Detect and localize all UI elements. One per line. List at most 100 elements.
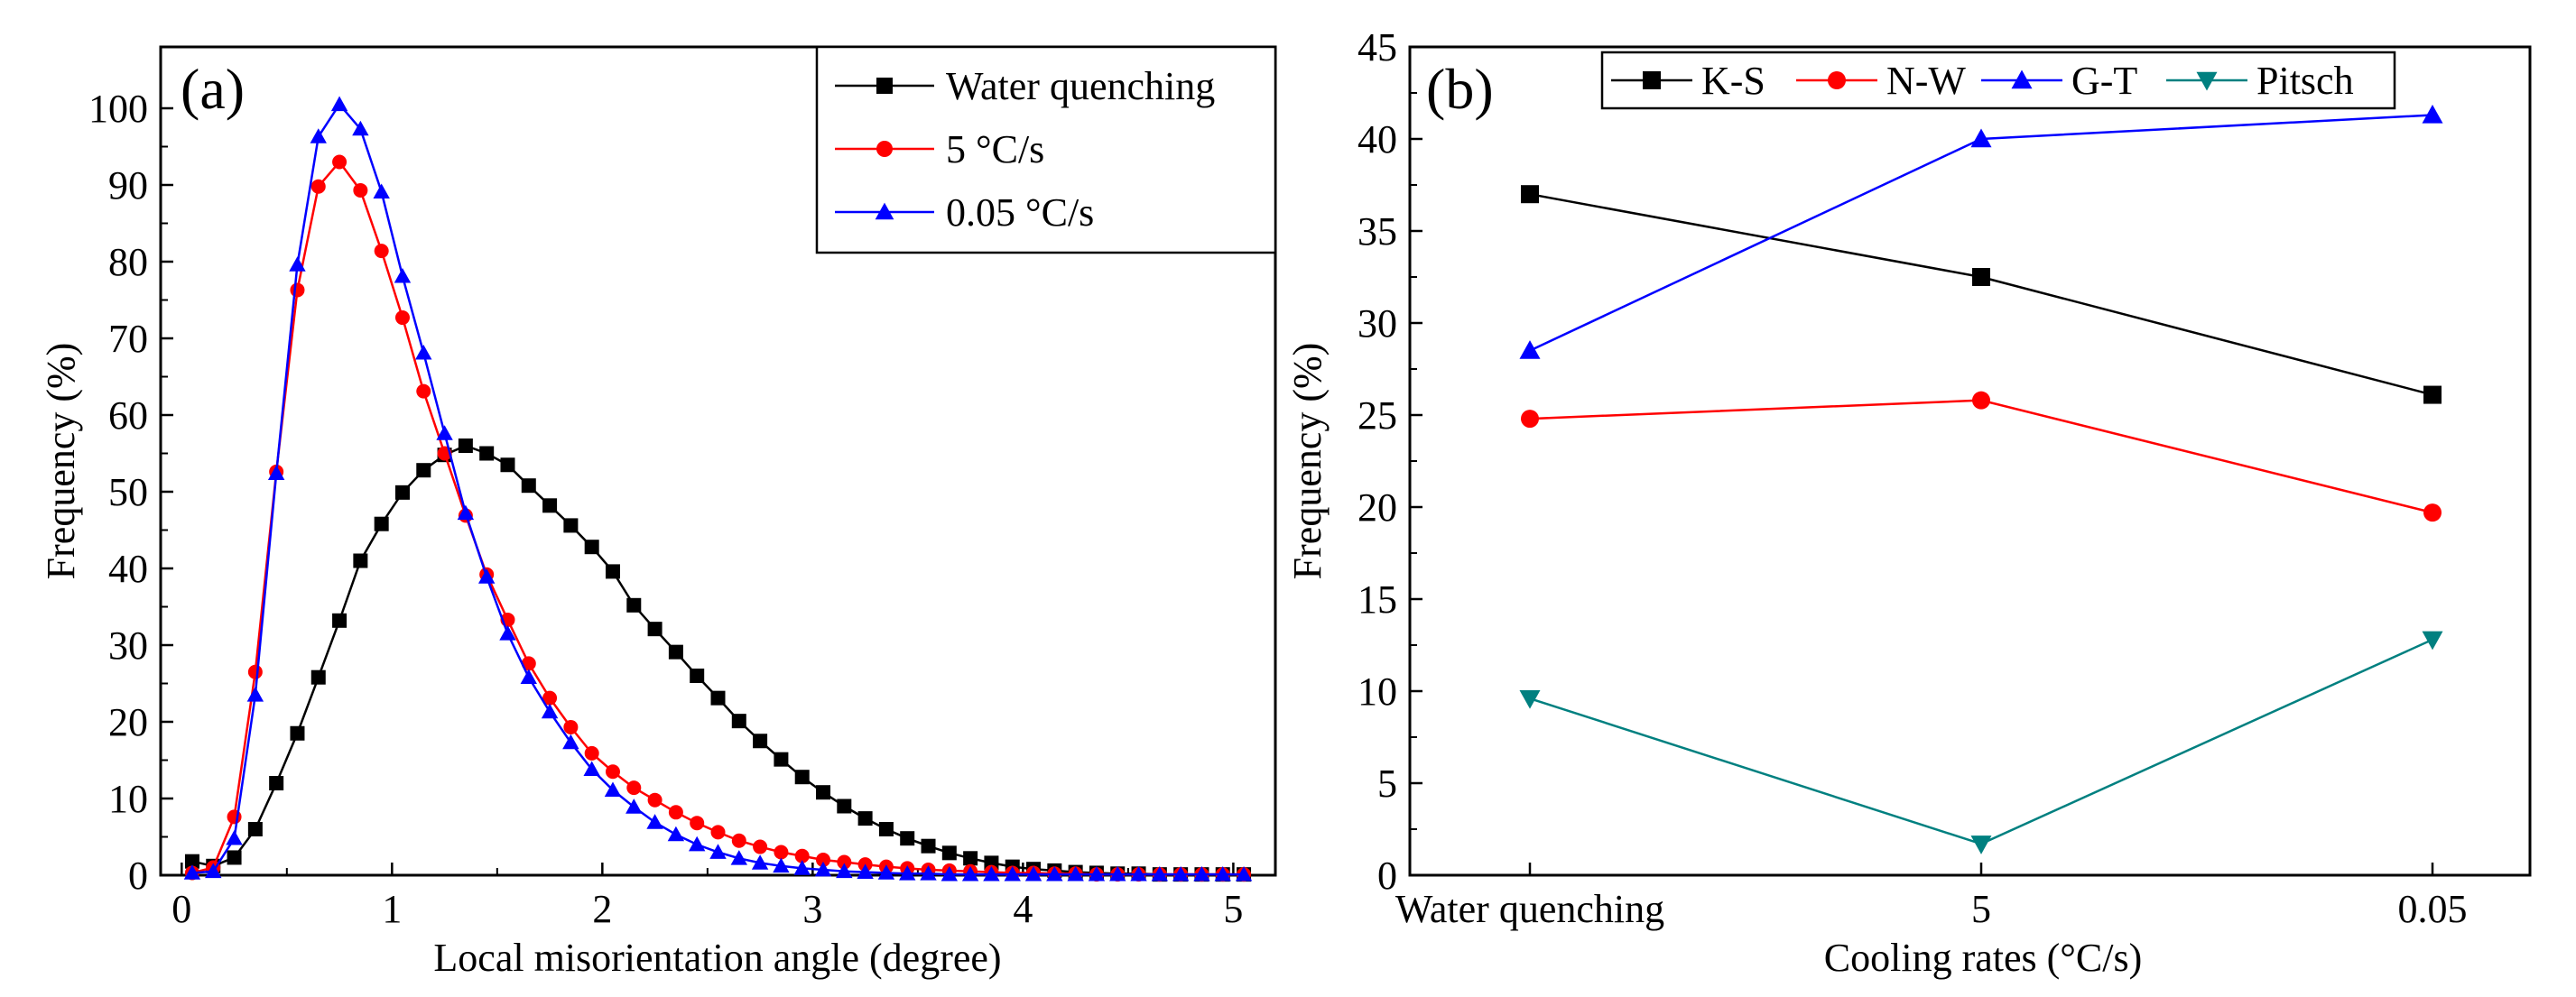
data-point-a — [794, 770, 810, 785]
legend-marker-b — [1828, 71, 1846, 89]
y-tick-label-b: 15 — [1357, 577, 1397, 622]
y-axis-label-a: Frequency (%) — [39, 343, 83, 580]
y-tick-label-a: 40 — [108, 547, 148, 591]
data-point-a — [1235, 865, 1253, 882]
data-point-b — [1972, 391, 1990, 410]
data-point-a — [267, 465, 285, 480]
data-point-b — [2423, 385, 2442, 404]
y-tick-label-a: 70 — [108, 317, 148, 361]
data-point-a — [690, 816, 705, 831]
data-point-a — [793, 860, 811, 875]
data-point-a — [710, 825, 726, 840]
data-point-a — [1172, 865, 1190, 882]
data-point-a — [961, 865, 979, 882]
data-point-a — [626, 597, 642, 613]
data-point-a — [542, 498, 558, 513]
data-point-a — [247, 664, 263, 679]
data-point-a — [310, 128, 327, 143]
y-tick-label-b: 20 — [1357, 485, 1397, 530]
data-point-a — [289, 256, 306, 272]
data-point-a — [731, 714, 746, 729]
data-point-a — [837, 854, 852, 870]
data-point-a — [920, 865, 937, 881]
data-point-a — [499, 625, 516, 641]
data-point-a — [227, 809, 242, 825]
data-point-a — [709, 844, 727, 859]
series-line-b — [1529, 192, 2433, 396]
data-point-a — [647, 622, 663, 637]
panel-label-a: (a) — [181, 57, 245, 121]
data-point-a — [816, 853, 831, 867]
x-tick-label-a: 0 — [171, 887, 191, 931]
data-point-a — [1088, 865, 1106, 882]
data-point-a — [226, 830, 243, 845]
data-point-a — [415, 344, 432, 360]
data-point-a — [310, 179, 326, 194]
data-point-a — [941, 845, 957, 861]
legend-marker-b — [2011, 69, 2033, 89]
data-point-a — [479, 446, 495, 461]
data-point-a — [353, 553, 368, 568]
x-axis-label-a: Local misorientation angle (degree) — [433, 936, 1001, 980]
data-point-a — [900, 831, 915, 846]
data-point-a — [353, 182, 368, 198]
data-point-a — [794, 848, 810, 863]
series-line-a — [191, 160, 1245, 876]
data-point-a — [269, 776, 284, 790]
data-point-a — [541, 703, 559, 719]
data-point-a — [667, 826, 685, 842]
data-point-a — [310, 669, 326, 685]
y-tick-label-b: 30 — [1357, 301, 1397, 346]
data-point-a — [436, 425, 453, 440]
data-point-a — [963, 851, 978, 866]
legend-marker-a — [876, 78, 893, 94]
y-tick-label-b: 35 — [1357, 209, 1397, 254]
data-point-a — [668, 644, 683, 660]
data-point-a — [332, 613, 347, 628]
data-point-a — [751, 854, 769, 870]
series-line-b — [1529, 638, 2433, 845]
data-point-a — [458, 438, 473, 453]
data-point-a — [520, 669, 537, 685]
data-point-b — [1972, 268, 1990, 286]
data-point-a — [668, 805, 683, 820]
legend-marker-a — [876, 141, 893, 157]
data-point-a — [857, 863, 874, 879]
data-point-a — [542, 690, 558, 706]
data-point-a — [1067, 865, 1084, 882]
y-axis-label-b: Frequency (%) — [1285, 343, 1330, 580]
data-point-a — [690, 669, 705, 683]
data-point-a — [730, 850, 748, 865]
data-point-a — [227, 850, 242, 865]
series-line-b — [1529, 399, 2433, 514]
data-point-a — [500, 457, 515, 473]
y-tick-label-a: 80 — [108, 240, 148, 284]
data-point-a — [899, 865, 916, 881]
y-tick-label-a: 100 — [88, 87, 148, 131]
data-point-b — [2423, 503, 2442, 522]
data-point-a — [584, 745, 599, 761]
legend-items-a: Water quenching 5 °C/s 0.05 °C/s — [835, 64, 1215, 235]
legend-items-b: K-S N-W G-T Pitsch — [1611, 59, 2354, 103]
ticks-a: 0 10 20 30 40 50 60 70 80 90 100 0 1 2 3 4 5 — [88, 87, 1243, 931]
data-point-a — [374, 244, 389, 259]
data-point-a — [416, 463, 431, 478]
data-point-a — [878, 822, 894, 836]
data-point-a — [394, 485, 410, 500]
x-tick-label-b: 5 — [1971, 887, 1991, 931]
data-point-a — [773, 857, 790, 873]
data-point-a — [774, 845, 789, 860]
y-tick-label-a: 30 — [108, 623, 148, 668]
data-point-a — [394, 267, 412, 283]
data-point-a — [563, 719, 579, 734]
data-point-a — [1004, 865, 1021, 882]
series-line-a — [191, 444, 1245, 876]
data-point-b — [1970, 128, 1992, 148]
legend-marker-b — [1643, 71, 1661, 89]
data-point-a — [647, 792, 663, 808]
legend-label-b: G-T — [2071, 59, 2137, 103]
y-tick-label-a: 20 — [108, 700, 148, 744]
legend-a: Water quenching 5 °C/s 0.05 °C/s — [815, 45, 1277, 254]
x-tick-label-a: 4 — [1013, 887, 1033, 931]
legend-label-b: K-S — [1701, 59, 1765, 103]
